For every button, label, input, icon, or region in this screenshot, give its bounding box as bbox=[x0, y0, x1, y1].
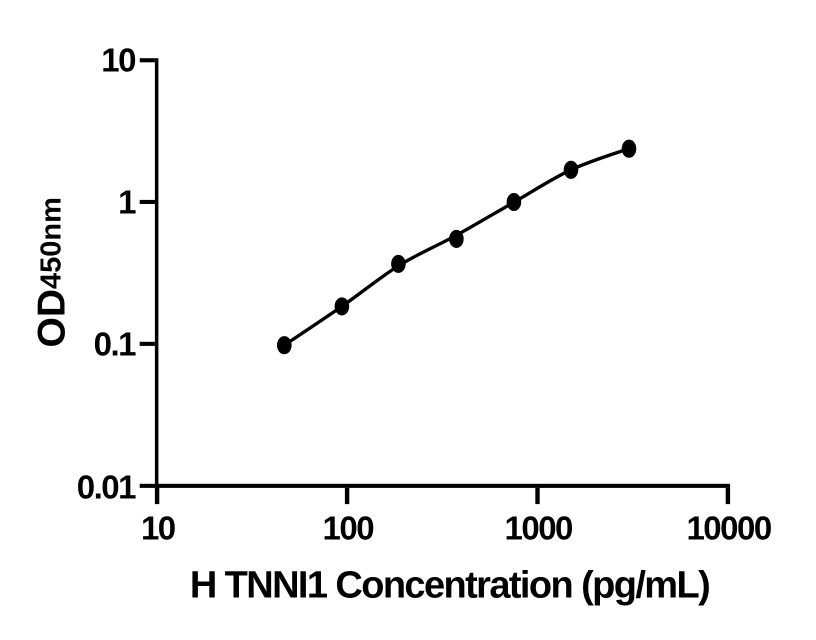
svg-text:10000: 10000 bbox=[686, 510, 770, 547]
svg-text:OD450nm: OD450nm bbox=[31, 197, 74, 347]
svg-text:0.01: 0.01 bbox=[77, 468, 136, 505]
svg-text:H TNNI1 Concentration (pg/mL): H TNNI1 Concentration (pg/mL) bbox=[190, 565, 709, 607]
svg-text:1: 1 bbox=[118, 183, 136, 220]
svg-text:1000: 1000 bbox=[504, 510, 572, 547]
svg-text:0.1: 0.1 bbox=[94, 325, 137, 362]
svg-text:10: 10 bbox=[141, 510, 175, 547]
svg-text:10: 10 bbox=[101, 42, 135, 79]
svg-text:100: 100 bbox=[323, 510, 374, 547]
